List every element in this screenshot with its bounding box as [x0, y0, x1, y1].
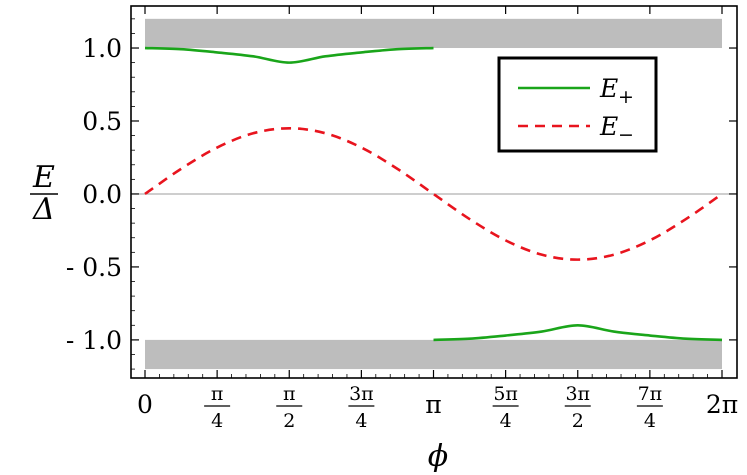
x-tick-label-num-2: π	[283, 383, 296, 405]
band-0	[145, 18, 722, 49]
x-tick-label-den-1: 4	[211, 410, 223, 432]
y-axis-label-den: Δ	[32, 192, 55, 227]
y-tick-label-4: - 1.0	[66, 326, 122, 355]
y-axis-label-num: E	[32, 160, 55, 195]
x-tick-label-den-2: 2	[283, 410, 295, 432]
band-1	[145, 339, 722, 370]
legend-box	[497, 56, 658, 153]
y-tick-label-3: - 0.5	[66, 253, 122, 282]
x-tick-label-8: 2π	[706, 390, 738, 419]
x-tick-label-den-6: 2	[572, 410, 584, 432]
y-tick-label-1: 0.5	[82, 107, 122, 136]
y-tick-label-2: 0.0	[82, 180, 122, 209]
x-axis-label: ϕ	[428, 439, 448, 474]
legend-label-sub-1: −	[618, 124, 634, 146]
y-tick-label-0: 1.0	[82, 34, 122, 63]
legend-label-sub-0: +	[618, 86, 634, 108]
x-tick-label-0: 0	[137, 390, 153, 419]
x-tick-label-num-5: 5π	[493, 383, 518, 405]
x-tick-label-num-3: 3π	[349, 383, 374, 405]
series-1-line-0	[144, 126, 723, 261]
x-tick-label-num-1: π	[211, 383, 224, 405]
x-tick-label-num-6: 3π	[565, 383, 590, 405]
axes: 0 π 4 π 2 3π 4 π 5π 4 3π 2 7π 4 2π 1.0 0.5 0.0 - 0.5 - 1.0 ϕ…	[30, 5, 738, 474]
series-0-line-0	[144, 46, 434, 64]
x-tick-label-num-7: 7π	[638, 383, 663, 405]
legend-label-0: E	[599, 74, 618, 103]
x-tick-label-4: π	[425, 390, 441, 419]
plot-area	[131, 18, 737, 370]
legend-label-1: E	[599, 112, 618, 141]
x-tick-label-den-3: 4	[355, 410, 367, 432]
x-tick-label-den-7: 4	[644, 410, 656, 432]
legend: E +E −	[497, 56, 658, 153]
series-0-line-1	[433, 323, 723, 342]
x-tick-label-den-5: 4	[500, 410, 512, 432]
